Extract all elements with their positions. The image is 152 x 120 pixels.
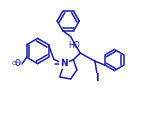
Text: CH₃: CH₃ bbox=[11, 61, 23, 66]
Text: methoxy: methoxy bbox=[0, 119, 1, 120]
Text: O: O bbox=[15, 59, 21, 68]
Text: N: N bbox=[60, 59, 68, 68]
Text: HO: HO bbox=[68, 41, 80, 50]
Text: I: I bbox=[95, 73, 99, 83]
